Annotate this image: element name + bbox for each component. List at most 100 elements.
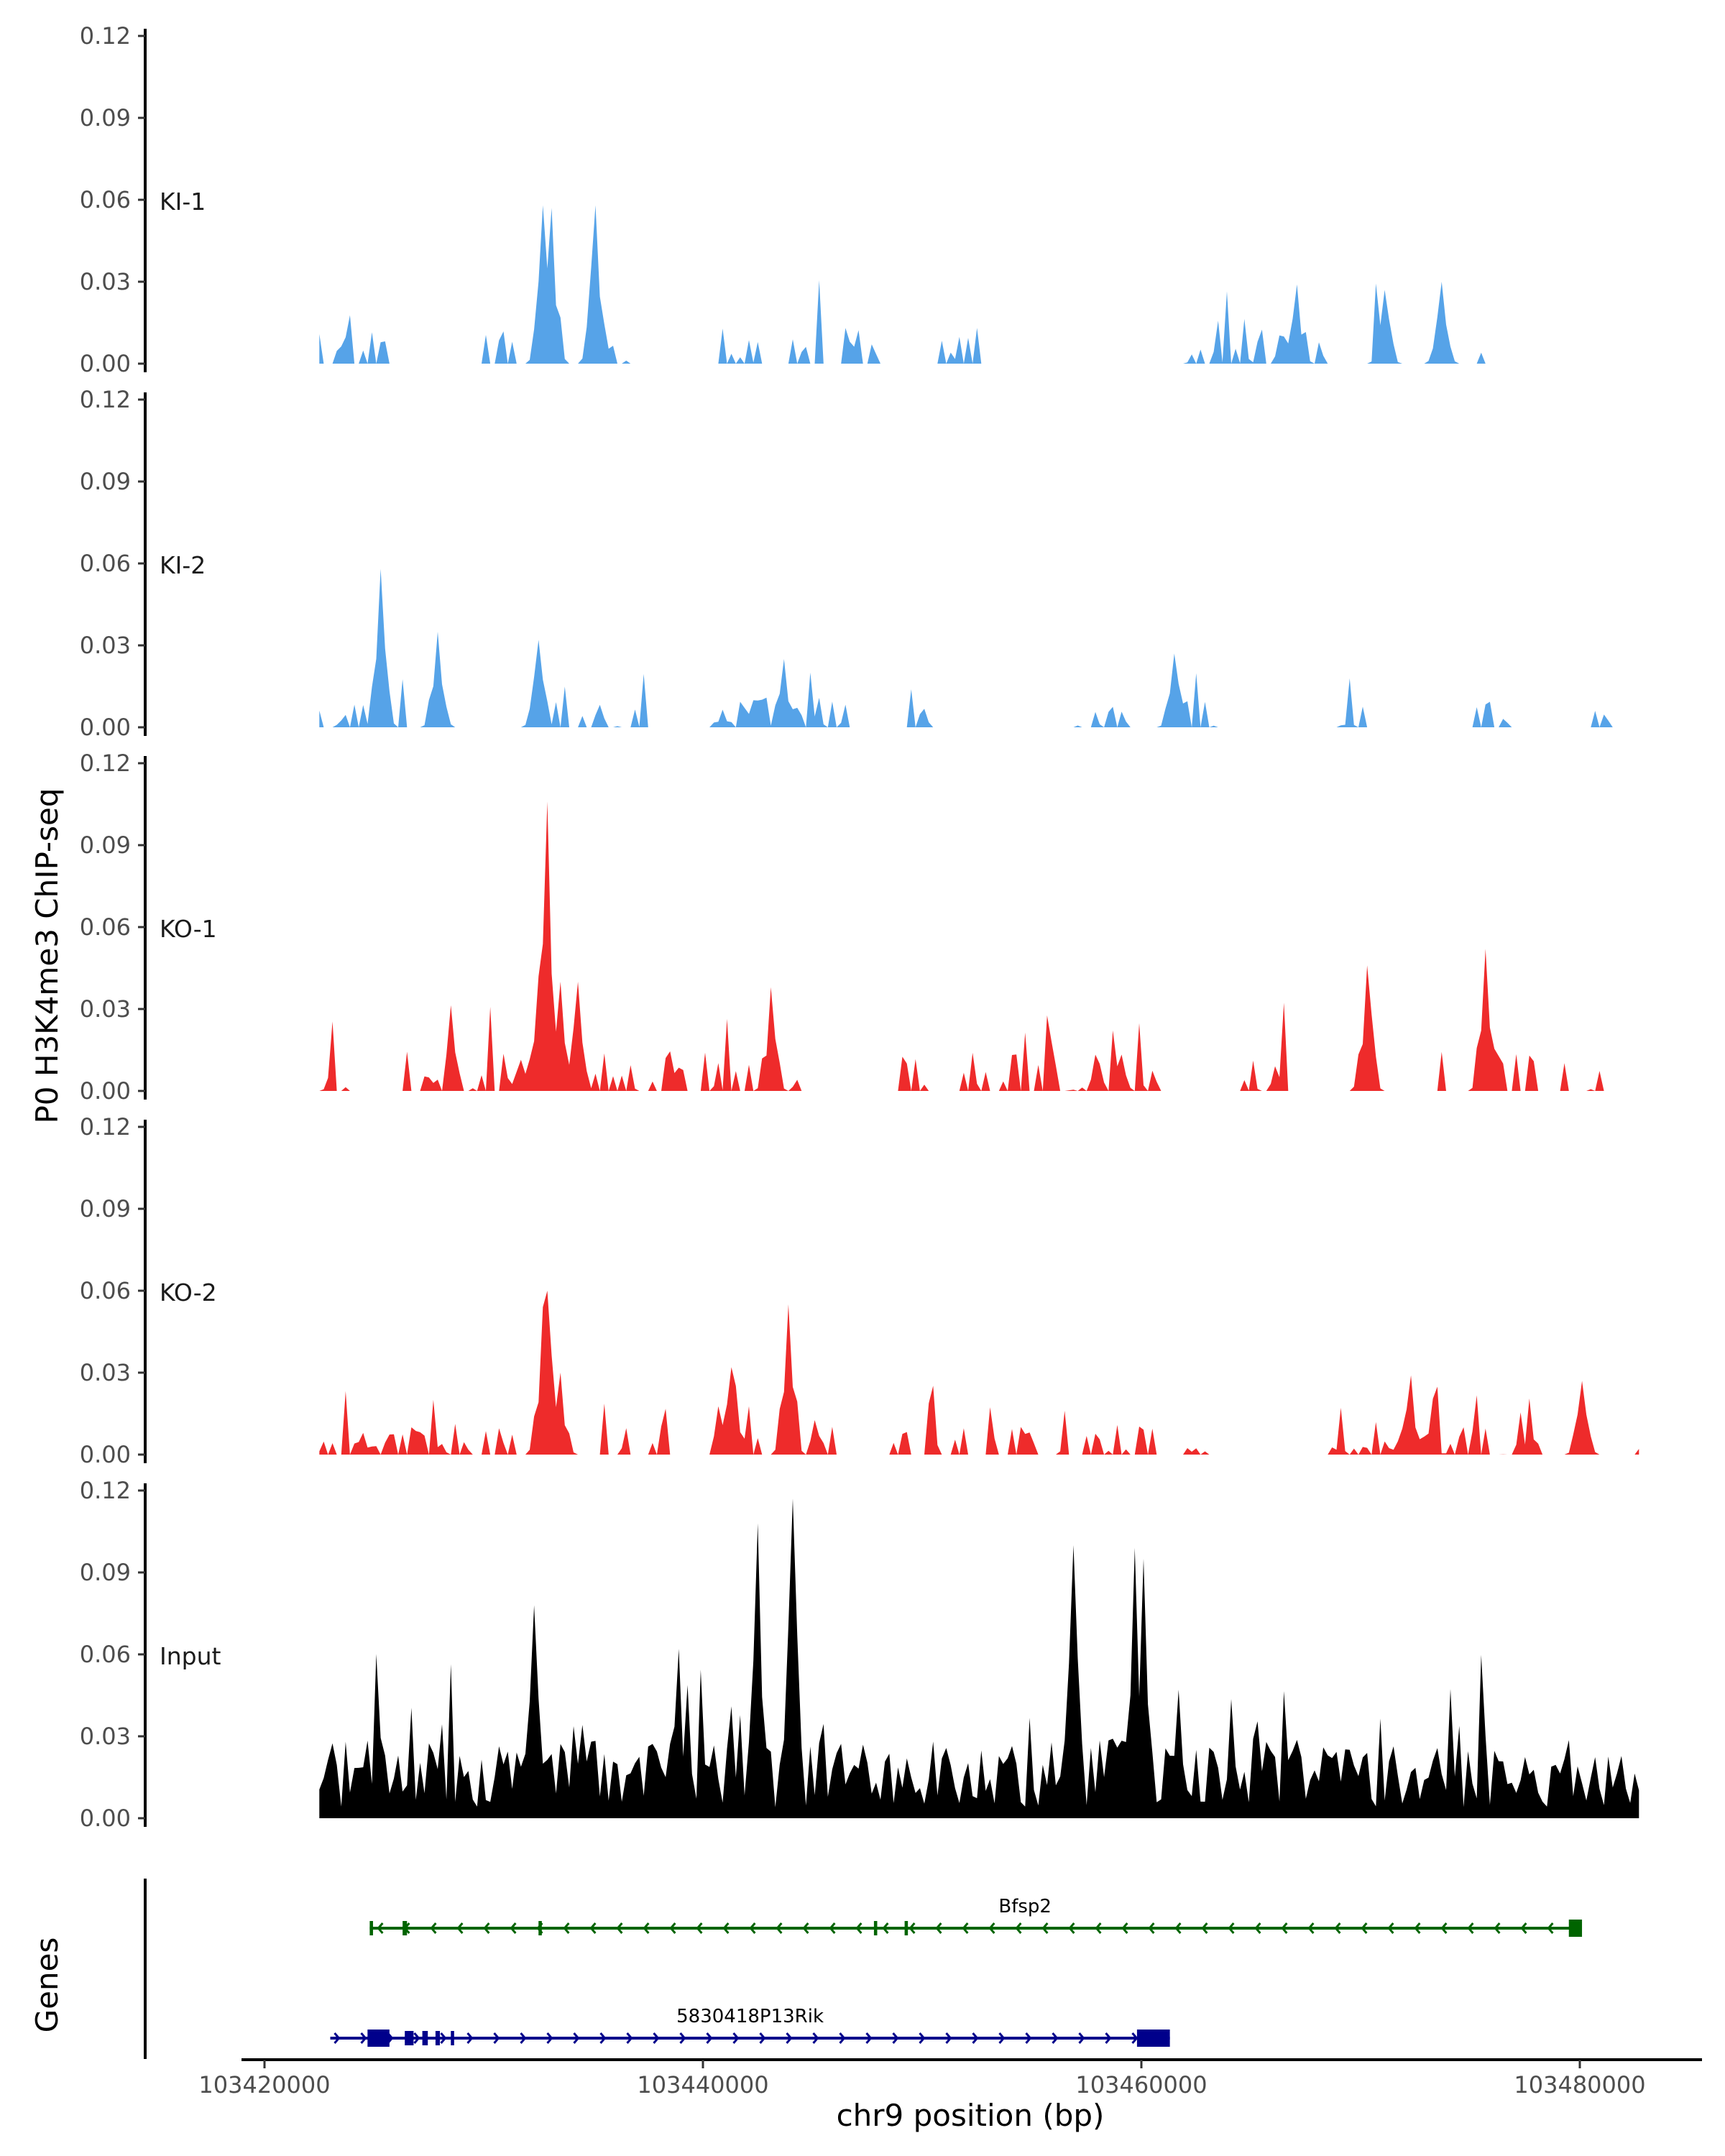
gene-exon <box>367 2030 390 2047</box>
strand-arrow <box>1174 1922 1182 1934</box>
strand-arrow <box>573 2032 580 2044</box>
strand-arrow <box>1068 1922 1075 1934</box>
gene-exon <box>435 2031 440 2045</box>
strand-arrow <box>865 2032 873 2044</box>
y-tick-label: 0.03 <box>80 995 131 1023</box>
strand-arrow <box>643 1922 650 1934</box>
signal-area-input <box>319 1498 1639 1818</box>
strand-arrow <box>962 1922 969 1934</box>
track-ko-1: 0.00 0.03 0.06 0.09 0.12 KO-1 <box>80 750 1639 1105</box>
y-tick-label: 0.00 <box>80 1077 131 1105</box>
strand-arrow <box>599 2032 607 2044</box>
x-tick-label: 103480000 <box>1514 2071 1645 2099</box>
strand-arrow <box>759 2032 766 2044</box>
x-tick-label: 103460000 <box>1075 2071 1207 2099</box>
strand-arrow <box>696 1922 703 1934</box>
y-tick-label: 0.12 <box>80 1113 131 1141</box>
strand-arrow <box>563 1922 570 1934</box>
track-label: Input <box>160 1642 221 1670</box>
y-tick-label: 0.09 <box>80 104 131 132</box>
strand-arrow <box>653 2032 660 2044</box>
track-label: KO-2 <box>160 1279 217 1307</box>
strand-arrow <box>626 2032 633 2044</box>
strand-arrow <box>1467 1922 1474 1934</box>
strand-arrow <box>1361 1922 1368 1934</box>
strand-arrow <box>786 2032 793 2044</box>
y-tick-label: 0.12 <box>80 386 131 413</box>
track-label: KO-1 <box>160 915 217 943</box>
x-tick-label: 103420000 <box>198 2071 330 2099</box>
y-tick-label: 0.06 <box>80 550 131 577</box>
gene-exon <box>369 1921 373 1935</box>
track-ko-2: 0.00 0.03 0.06 0.09 0.12 KO-2 <box>80 1113 1639 1468</box>
y-tick-label: 0.06 <box>80 913 131 941</box>
strand-arrow <box>1105 2032 1112 2044</box>
gene-exon <box>405 2031 414 2045</box>
strand-arrow <box>945 2032 952 2044</box>
strand-arrow <box>935 1922 942 1934</box>
strand-arrow <box>749 1922 756 1934</box>
strand-arrow <box>483 1922 490 1934</box>
y-tick-label: 0.03 <box>80 632 131 659</box>
gene-exon <box>1568 1920 1583 1937</box>
y-tick-label: 0.09 <box>80 1559 131 1586</box>
track-input: 0.00 0.03 0.06 0.09 0.12 Input <box>80 1477 1639 1832</box>
y-axis-title: P0 H3K4me3 ChIP-seq <box>29 788 65 1123</box>
strand-arrow <box>466 2032 474 2044</box>
strand-arrow <box>669 1922 676 1934</box>
gene-exon <box>402 1921 408 1935</box>
strand-arrow <box>972 2032 979 2044</box>
strand-arrow <box>802 1922 809 1934</box>
y-tick-label: 0.12 <box>80 1477 131 1504</box>
y-tick-label: 0.00 <box>80 350 131 377</box>
strand-arrow <box>919 2032 926 2044</box>
strand-arrow <box>334 2032 341 2044</box>
strand-arrow <box>493 2032 500 2044</box>
strand-arrow <box>988 1922 995 1934</box>
strand-arrow <box>855 1922 862 1934</box>
strand-arrow <box>1334 1922 1341 1934</box>
tracks-panel: 0.00 0.03 0.06 0.09 0.12 KI-1 0.00 0.03 0.06 0.09… <box>80 22 1639 1832</box>
y-tick-label: 0.03 <box>80 268 131 295</box>
x-axis: 103420000 103440000 103460000 103480000 <box>198 2058 1702 2099</box>
gene-exon <box>422 2031 428 2045</box>
strand-arrow <box>732 2032 740 2044</box>
gene-label: 5830418P13Rik <box>676 2006 824 2027</box>
strand-arrow <box>998 2032 1006 2044</box>
genes-axis-title: Genes <box>29 1938 65 2033</box>
strand-arrow <box>1254 1922 1261 1934</box>
strand-arrow <box>908 1922 916 1934</box>
signal-area-ki-1 <box>319 205 1639 364</box>
x-axis-title: chr9 position (bp) <box>837 2098 1105 2133</box>
x-tick-label: 103440000 <box>637 2071 768 2099</box>
strand-arrow <box>1414 1922 1421 1934</box>
strand-arrow <box>722 1922 730 1934</box>
gene-exon <box>904 1921 908 1935</box>
y-tick-label: 0.09 <box>80 831 131 859</box>
strand-arrow <box>546 2032 553 2044</box>
strand-arrow <box>520 2032 527 2044</box>
strand-arrow <box>1025 2032 1032 2044</box>
strand-arrow <box>1131 2032 1138 2044</box>
y-tick-label: 0.03 <box>80 1359 131 1386</box>
genes-panel: Bfsp2 5830418P13Rik <box>144 1879 1583 2059</box>
strand-arrow <box>812 2032 819 2044</box>
track-label: KI-2 <box>160 551 206 579</box>
strand-arrow <box>430 1922 437 1934</box>
strand-arrow <box>1307 1922 1315 1934</box>
strand-arrow <box>1520 1922 1527 1934</box>
signal-area-ko-2 <box>319 1291 1639 1455</box>
strand-arrow <box>1201 1922 1208 1934</box>
strand-arrow <box>1121 1922 1128 1934</box>
strand-arrow <box>510 1922 517 1934</box>
y-tick-label: 0.06 <box>80 1277 131 1304</box>
strand-arrow <box>706 2032 713 2044</box>
track-label: KI-1 <box>160 188 206 216</box>
gene-exon <box>873 1921 878 1935</box>
strand-arrow <box>882 1922 889 1934</box>
strand-arrow <box>456 1922 464 1934</box>
y-tick-label: 0.06 <box>80 1641 131 1668</box>
strand-arrow <box>1095 1922 1102 1934</box>
y-tick-label: 0.12 <box>80 750 131 777</box>
